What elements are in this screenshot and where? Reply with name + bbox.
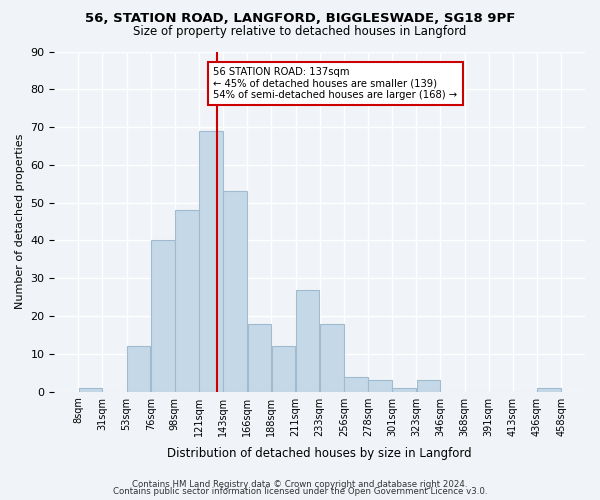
Bar — [127, 346, 151, 392]
Bar — [175, 210, 199, 392]
Bar — [151, 240, 175, 392]
Bar — [392, 388, 416, 392]
Bar — [199, 131, 223, 392]
Bar — [296, 290, 319, 392]
Bar — [248, 324, 271, 392]
Y-axis label: Number of detached properties: Number of detached properties — [15, 134, 25, 310]
Text: Size of property relative to detached houses in Langford: Size of property relative to detached ho… — [133, 25, 467, 38]
Bar — [368, 380, 392, 392]
Text: 56 STATION ROAD: 137sqm
← 45% of detached houses are smaller (139)
54% of semi-d: 56 STATION ROAD: 137sqm ← 45% of detache… — [214, 66, 458, 100]
Bar — [79, 388, 102, 392]
X-axis label: Distribution of detached houses by size in Langford: Distribution of detached houses by size … — [167, 447, 472, 460]
Bar — [537, 388, 561, 392]
Bar — [223, 192, 247, 392]
Text: Contains HM Land Registry data © Crown copyright and database right 2024.: Contains HM Land Registry data © Crown c… — [132, 480, 468, 489]
Bar — [416, 380, 440, 392]
Text: 56, STATION ROAD, LANGFORD, BIGGLESWADE, SG18 9PF: 56, STATION ROAD, LANGFORD, BIGGLESWADE,… — [85, 12, 515, 26]
Bar — [344, 376, 368, 392]
Bar — [320, 324, 344, 392]
Text: Contains public sector information licensed under the Open Government Licence v3: Contains public sector information licen… — [113, 488, 487, 496]
Bar — [272, 346, 295, 392]
